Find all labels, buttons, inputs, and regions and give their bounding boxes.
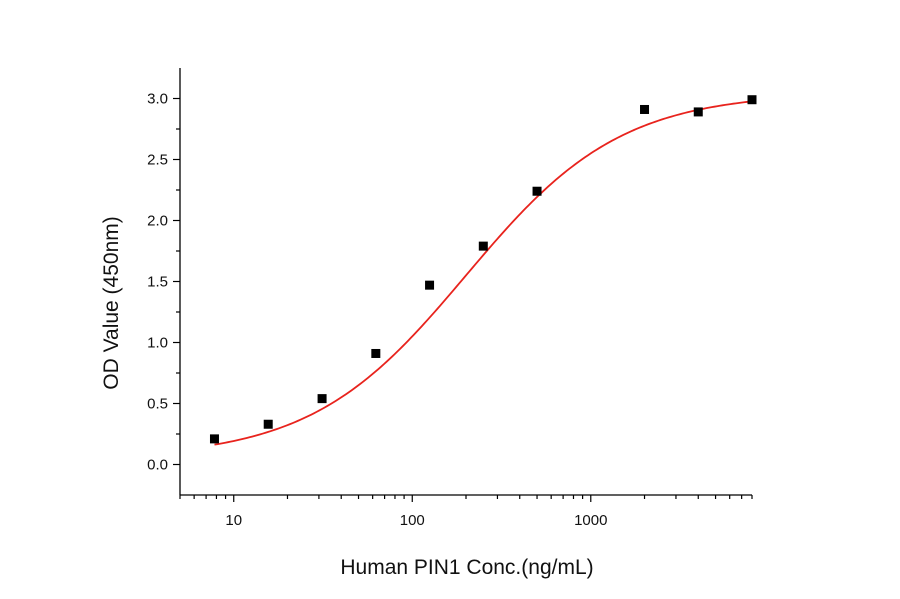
data-point [263, 419, 273, 429]
data-point [693, 107, 703, 117]
data-point [209, 434, 219, 444]
y-tick-label: 0.5 [147, 396, 168, 413]
y-tick-label: 2.5 [147, 152, 168, 169]
fit-layer [214, 100, 753, 446]
fit-curve [214, 100, 753, 446]
ticks: 0.0 0.5 1.0 1.5 2.0 2.5 3.0 10 100 1000 [147, 91, 753, 529]
y-tick-label: 0.0 [147, 457, 168, 474]
data-point [640, 104, 650, 114]
data-point [317, 394, 327, 404]
points-layer [209, 95, 757, 444]
y-tick-label: 3.0 [147, 91, 168, 108]
y-tick-label: 1.5 [147, 274, 168, 291]
x-tick-label: 1000 [574, 512, 607, 529]
x-tick-label: 10 [225, 512, 242, 529]
data-point [747, 95, 757, 105]
data-point [371, 348, 381, 358]
y-axis-title: OD Value (450nm) [100, 216, 123, 390]
y-tick-label: 2.0 [147, 213, 168, 230]
x-axis-title: Human PIN1 Conc.(ng/mL) [340, 556, 593, 579]
x-tick-label: 100 [400, 512, 425, 529]
data-point [425, 280, 435, 290]
y-tick-label: 1.0 [147, 335, 168, 352]
data-point [532, 186, 542, 196]
data-point [478, 241, 488, 251]
axes [179, 68, 752, 496]
